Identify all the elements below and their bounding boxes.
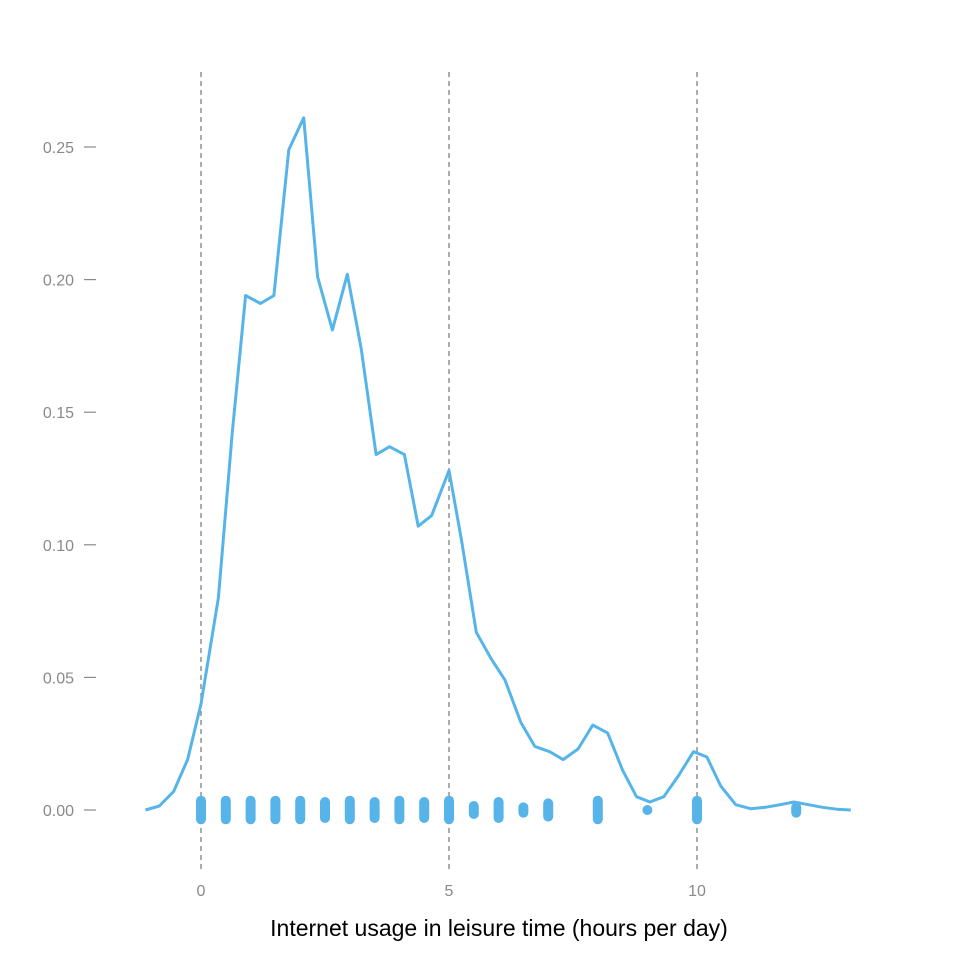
y-tick-label-2: 0.10 [43, 538, 74, 555]
y-tick-label-4: 0.20 [43, 273, 74, 290]
x-tick-label-1: 5 [445, 883, 454, 900]
y-tick-label-3: 0.15 [43, 405, 74, 422]
y-tick-label-0: 0.00 [43, 803, 74, 820]
x-axis: 0 5 10 [197, 883, 706, 900]
scatter-layer [196, 795, 802, 825]
y-tick-label-5: 0.25 [43, 140, 74, 157]
x-tick-label-0: 0 [197, 883, 206, 900]
y-axis: 0.00 0.05 0.10 0.15 0.20 0.25 [43, 140, 96, 820]
line-layer [144, 116, 851, 812]
x-tick-label-2: 10 [688, 883, 706, 900]
x-axis-title: Internet usage in leisure time (hours pe… [270, 915, 728, 941]
y-tick-label-1: 0.05 [43, 670, 74, 687]
density-line [144, 116, 851, 812]
